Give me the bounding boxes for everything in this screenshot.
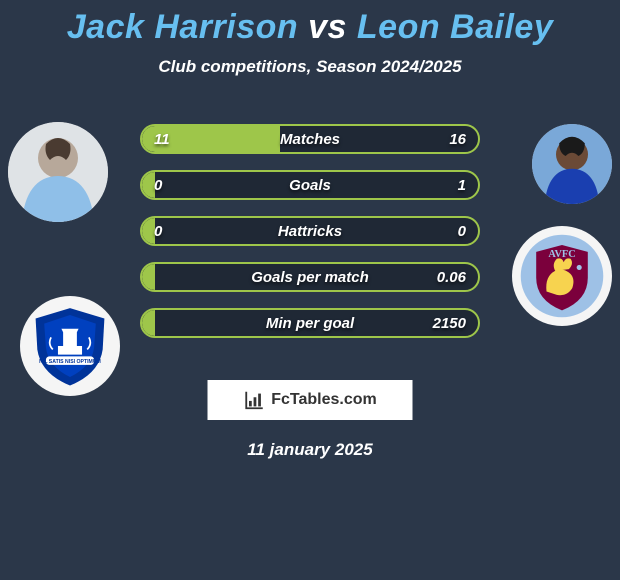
stat-row: Goals per match0.06 [140, 262, 480, 292]
stat-label: Matches [142, 126, 478, 152]
stat-label: Hattricks [142, 218, 478, 244]
club-b-crest: AVFC [512, 226, 612, 326]
page-title: Jack Harrison vs Leon Bailey [0, 0, 620, 47]
svg-text:NIL SATIS NISI OPTIMUM: NIL SATIS NISI OPTIMUM [39, 359, 101, 365]
stat-right-value: 0.06 [437, 264, 466, 290]
player-a-name: Jack Harrison [67, 8, 298, 46]
date: 11 january 2025 [0, 440, 620, 460]
stat-label: Goals per match [142, 264, 478, 290]
watermark: FcTables.com [208, 380, 413, 420]
stat-right-value: 1 [458, 172, 466, 198]
stat-row: 0Hattricks0 [140, 216, 480, 246]
player-a-avatar [8, 122, 108, 222]
subtitle: Club competitions, Season 2024/2025 [0, 57, 620, 77]
stat-label: Min per goal [142, 310, 478, 336]
bar-chart-icon [243, 389, 265, 411]
person-icon [532, 124, 612, 204]
stat-row: 11Matches16 [140, 124, 480, 154]
svg-text:AVFC: AVFC [548, 249, 575, 260]
stat-right-value: 0 [458, 218, 466, 244]
club-a-crest: NIL SATIS NISI OPTIMUM [20, 296, 120, 396]
stats-panel: 11Matches160Goals10Hattricks0Goals per m… [140, 124, 480, 354]
player-b-name: Leon Bailey [357, 8, 553, 46]
watermark-text: FcTables.com [271, 391, 377, 409]
stat-right-value: 2150 [433, 310, 466, 336]
shield-icon: NIL SATIS NISI OPTIMUM [27, 303, 113, 389]
stat-right-value: 16 [449, 126, 466, 152]
vs-text: vs [308, 8, 347, 46]
stat-label: Goals [142, 172, 478, 198]
shield-icon: AVFC [519, 233, 605, 319]
stat-row: Min per goal2150 [140, 308, 480, 338]
stat-row: 0Goals1 [140, 170, 480, 200]
person-icon [8, 122, 108, 222]
player-b-avatar [532, 124, 612, 204]
